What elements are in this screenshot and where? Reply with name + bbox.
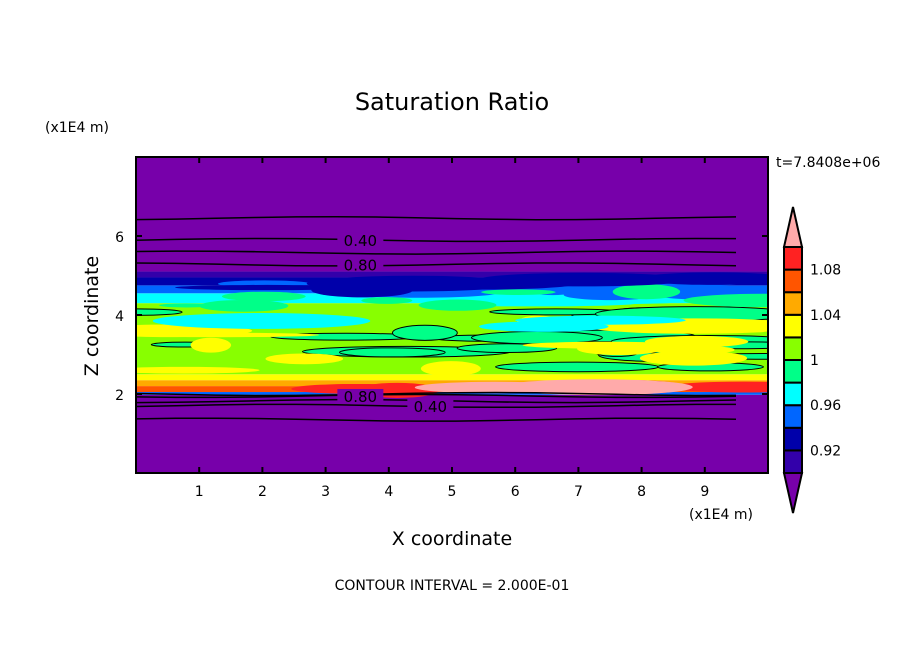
x-tick-label: 6 [511, 484, 520, 500]
field-streak [637, 272, 768, 285]
field-streak [418, 299, 497, 311]
field-streak [479, 321, 609, 332]
field-streak [291, 383, 421, 394]
field-streak [495, 361, 660, 373]
contour-interval-label: CONTOUR INTERVAL = 2.000E-01 [334, 578, 570, 594]
field-streak [420, 361, 481, 377]
field-streak [500, 379, 693, 396]
y-tick-label: 6 [115, 230, 124, 246]
field-streak [683, 293, 768, 308]
x-tick-label: 7 [574, 484, 583, 500]
field-streak [577, 342, 662, 356]
contour-line-0.8 [136, 393, 737, 399]
field-streak [644, 335, 749, 348]
colorbar-tick-label: 1.08 [810, 263, 841, 279]
field-layer [136, 157, 768, 473]
colorbar-box [783, 268, 803, 294]
contour-label-bg [337, 232, 384, 247]
colorbar-box [783, 359, 803, 384]
colorbar-over-arrow [782, 206, 804, 248]
contour-line-0.2 [136, 215, 737, 221]
field-streak [612, 284, 681, 300]
contour-line-0.4 [136, 237, 737, 243]
colorbar-box [783, 381, 803, 407]
field-streak [664, 381, 768, 393]
contour-label: 0.80 [344, 388, 377, 406]
colorbar-box [783, 313, 803, 339]
band-4 [136, 374, 768, 381]
contour-label: 0.80 [344, 256, 377, 274]
y-tick-label: 2 [115, 388, 124, 404]
field-streak [391, 324, 458, 341]
chart-title: Saturation Ratio [354, 88, 550, 116]
contour-line-0.2 [136, 417, 737, 422]
x-unit-label: (x1E4 m) [689, 507, 753, 523]
field-streak [265, 353, 344, 365]
colorbar-tick-label: 0.96 [810, 398, 841, 414]
x-tick-label: 9 [700, 484, 709, 500]
y-unit-label: (x1E4 m) [45, 120, 109, 136]
contour-line-1 [136, 391, 737, 397]
x-tick-label: 5 [448, 484, 457, 500]
colorbar-box [783, 449, 803, 474]
contour-line-0.6 [136, 250, 737, 255]
colorbar-box [783, 336, 803, 361]
field-streak [221, 291, 306, 302]
x-tick-label: 4 [384, 484, 393, 500]
field-streak [175, 284, 359, 291]
field-streak [152, 312, 371, 329]
contour-label-bg [337, 257, 384, 272]
contour-label: 0.40 [414, 398, 447, 416]
field-streak [190, 337, 232, 353]
colorbar-tick-label: 1 [810, 353, 819, 369]
contour-label-bg [337, 388, 384, 403]
field-streak [136, 332, 319, 338]
contour-line-0.8 [136, 262, 737, 267]
colorbar-box [783, 404, 803, 429]
y-tick-label: 4 [115, 309, 124, 325]
band-10 [136, 157, 768, 272]
x-tick-label: 1 [195, 484, 204, 500]
field-streak [481, 289, 556, 295]
band-6 [136, 293, 768, 304]
contour-label-bg [407, 398, 454, 413]
field-streak [652, 345, 735, 355]
contour-layer: 0.40 0.80 0.80 0.40 [136, 215, 737, 422]
field-streak [136, 366, 260, 374]
contour-label: 0.40 [344, 232, 377, 250]
x-axis-label: X coordinate [391, 528, 513, 550]
colorbar-under-arrow [782, 472, 804, 514]
band-9 [136, 271, 768, 278]
x-tick-label: 8 [637, 484, 646, 500]
field-streak [376, 278, 574, 290]
time-label: t=7.8408e+06 [776, 155, 881, 171]
x-tick-label: 3 [321, 484, 330, 500]
colorbar-tick-label: 0.92 [810, 443, 841, 459]
field-streak [339, 347, 446, 358]
colorbar-tick-label: 1.04 [810, 308, 841, 324]
colorbar-box [783, 291, 803, 316]
field-streak [639, 350, 748, 366]
colorbar-box [783, 426, 803, 452]
colorbar-box [783, 246, 803, 271]
x-tick-label: 2 [258, 484, 267, 500]
field-streak [199, 299, 289, 312]
field-streak [361, 297, 413, 304]
